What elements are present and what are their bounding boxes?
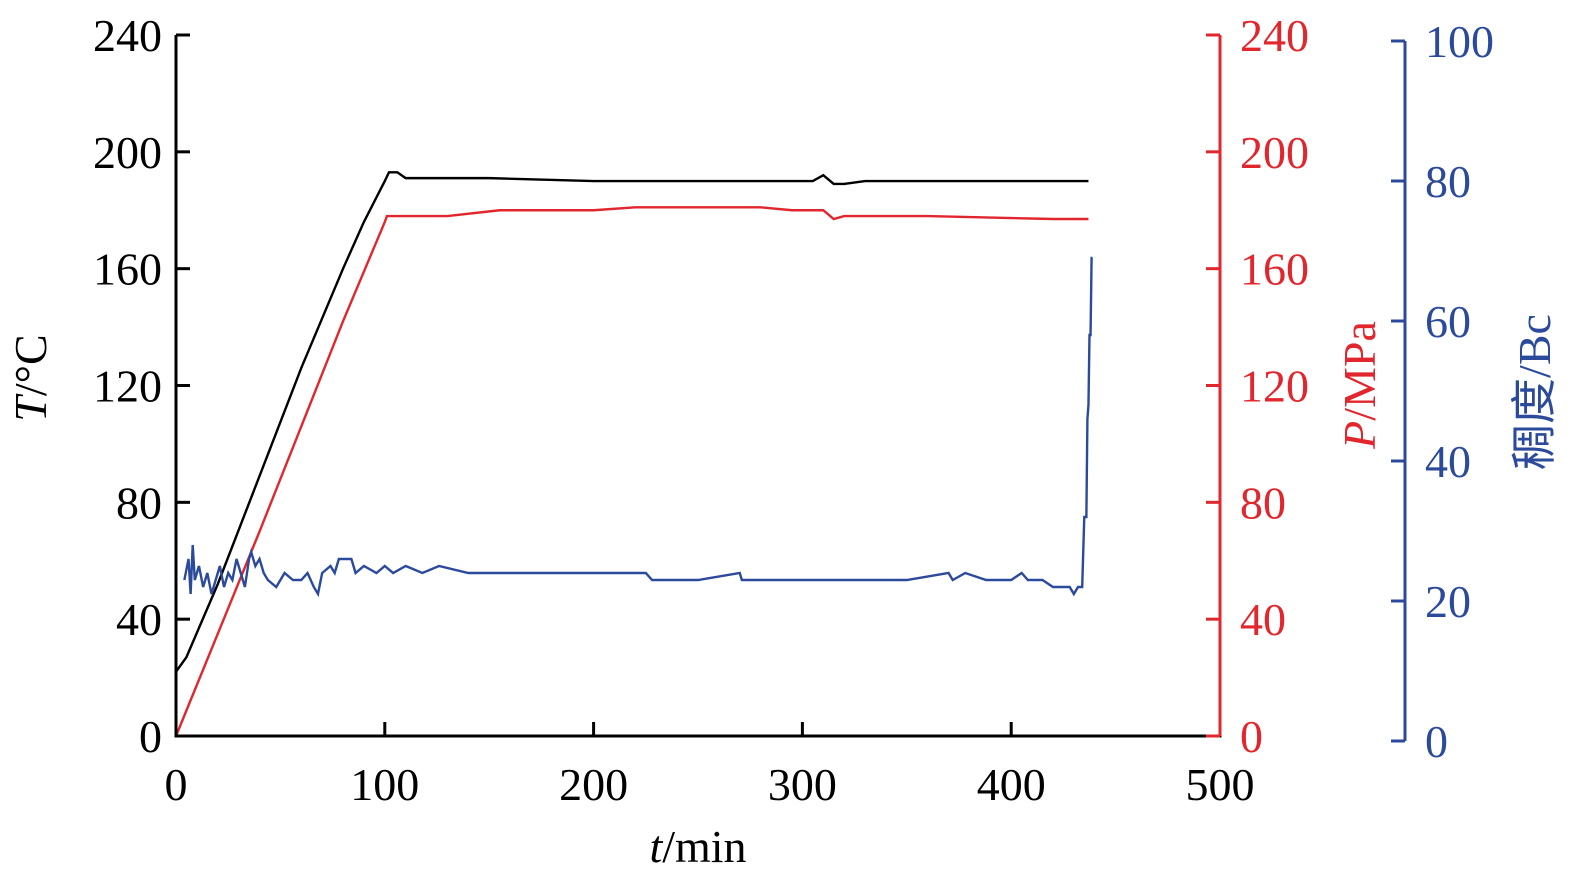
y-tick-label-P: 80 — [1240, 477, 1286, 528]
y-tick-label-C: 80 — [1425, 156, 1471, 207]
y-tick-label-P: 0 — [1240, 711, 1263, 762]
y-tick-label-P: 40 — [1240, 594, 1286, 645]
y-tick-label-T: 160 — [93, 244, 162, 295]
y-tick-label-T: 80 — [116, 477, 162, 528]
plot-area — [174, 171, 1093, 737]
x-tick-label: 300 — [768, 759, 837, 810]
y-tick-label-T: 40 — [116, 594, 162, 645]
x-tick-label: 400 — [977, 759, 1046, 810]
x-tick-label: 500 — [1186, 759, 1255, 810]
y-tick-label-T: 200 — [93, 127, 162, 178]
x-axis-label: t/min — [649, 821, 746, 872]
y-tick-label-C: 0 — [1425, 716, 1448, 767]
y-tick-label-C: 20 — [1425, 576, 1471, 627]
y-tick-label-T: 240 — [93, 10, 162, 61]
y-tick-label-P: 160 — [1240, 244, 1309, 295]
series-line-P — [174, 206, 1089, 737]
x-tick-label: 200 — [559, 759, 628, 810]
y-tick-label-C: 100 — [1425, 16, 1494, 67]
y-axis-label-C: 稠度/Bc — [1509, 314, 1560, 470]
y-axis-label-T: T/°C — [5, 334, 56, 421]
y-tick-label-P: 200 — [1240, 127, 1309, 178]
y-tick-label-C: 40 — [1425, 436, 1471, 487]
series-line-T — [175, 171, 1089, 673]
x-tick-label: 100 — [350, 759, 419, 810]
y-tick-label-T: 0 — [139, 711, 162, 762]
axes: 0 100 200 300 400 500t/min04080120160200240T/… — [5, 10, 1560, 872]
y-tick-label-C: 60 — [1425, 296, 1471, 347]
y-axis-label-P: P/MPa — [1334, 321, 1385, 450]
x-tick-label: 0 — [165, 759, 188, 810]
y-tick-label-T: 120 — [93, 361, 162, 412]
series-line-C — [183, 256, 1093, 598]
y-tick-label-P: 120 — [1240, 361, 1309, 412]
y-tick-label-P: 240 — [1240, 10, 1309, 61]
